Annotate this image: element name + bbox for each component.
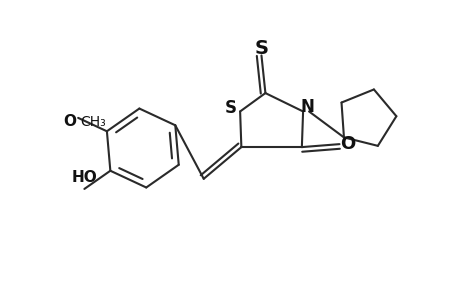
Text: O: O bbox=[63, 114, 76, 129]
Text: S: S bbox=[224, 100, 236, 118]
Text: HO: HO bbox=[71, 170, 97, 185]
Text: O: O bbox=[340, 135, 355, 153]
Text: CH₃: CH₃ bbox=[80, 115, 106, 129]
Text: N: N bbox=[299, 98, 313, 116]
Text: S: S bbox=[254, 38, 268, 58]
